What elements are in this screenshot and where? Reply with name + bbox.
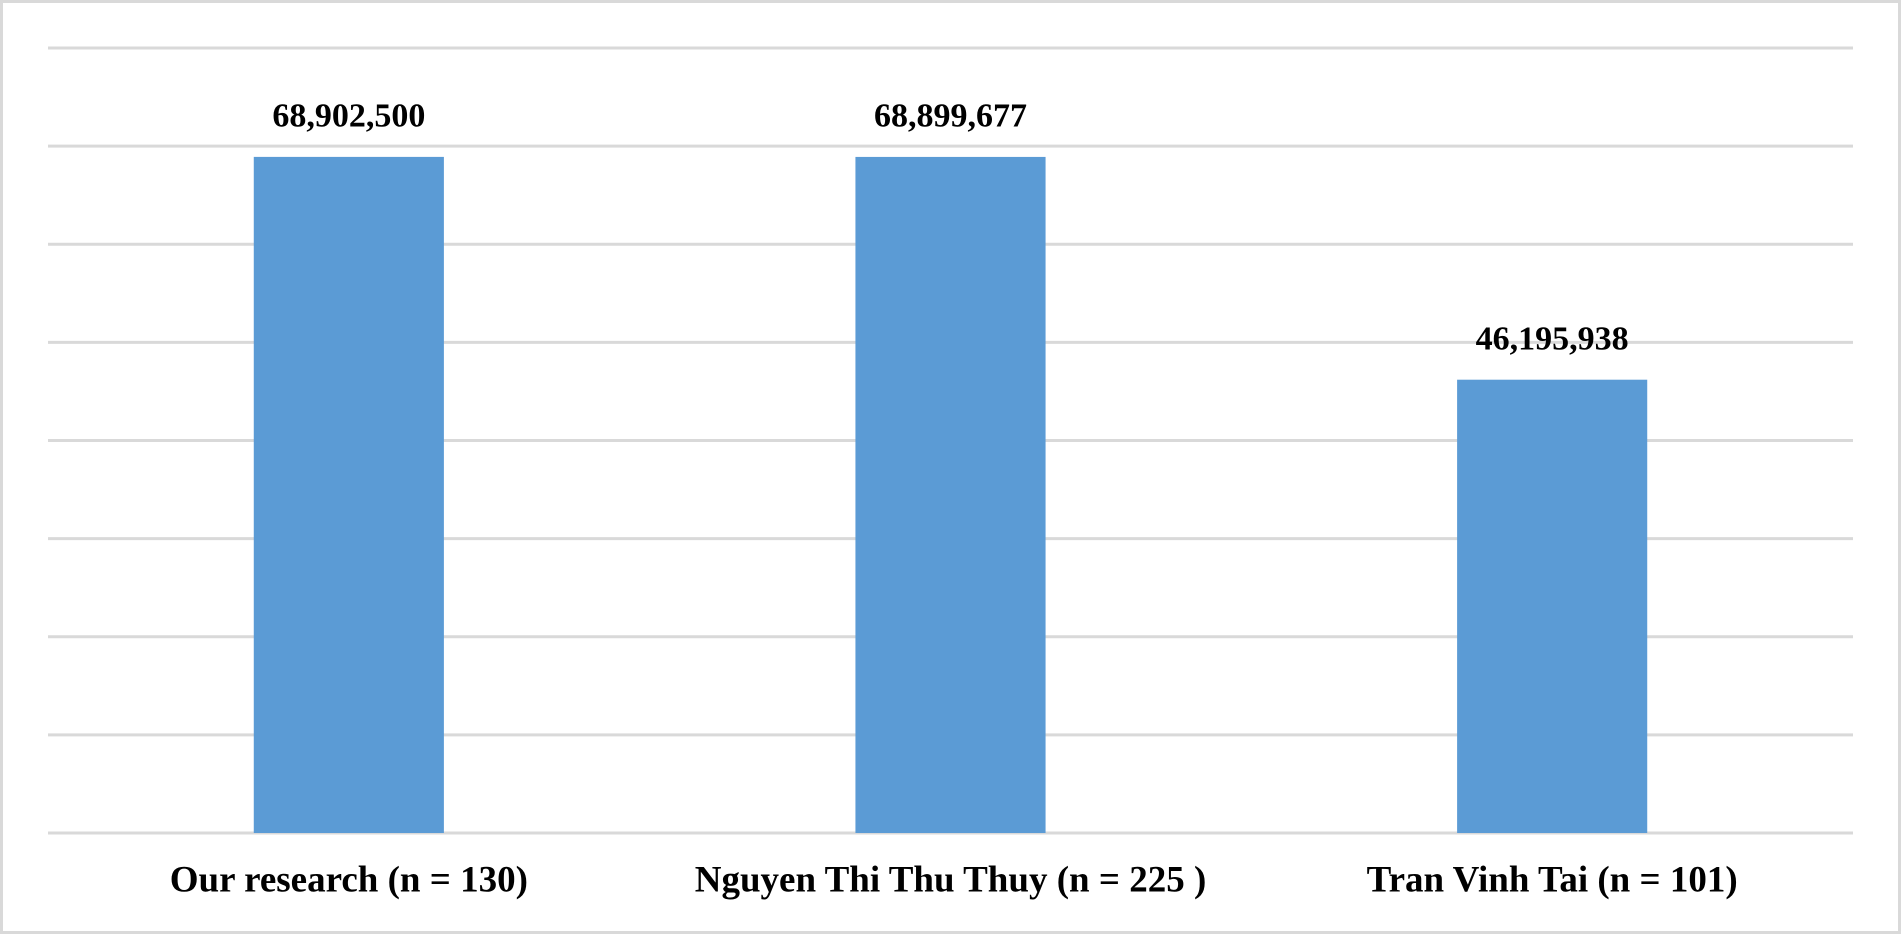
x-tick-label: Tran Vinh Tai (n = 101)	[1367, 859, 1738, 900]
bar	[1457, 379, 1648, 833]
bar	[855, 156, 1046, 833]
bar	[253, 156, 444, 833]
value-label: 68,902,500	[272, 98, 425, 135]
value-label: 68,899,677	[874, 98, 1027, 135]
x-tick-label: Nguyen Thi Thu Thuy (n = 225 )	[695, 859, 1207, 900]
value-label: 46,195,938	[1476, 320, 1629, 357]
x-tick-label: Our research (n = 130)	[170, 859, 528, 900]
